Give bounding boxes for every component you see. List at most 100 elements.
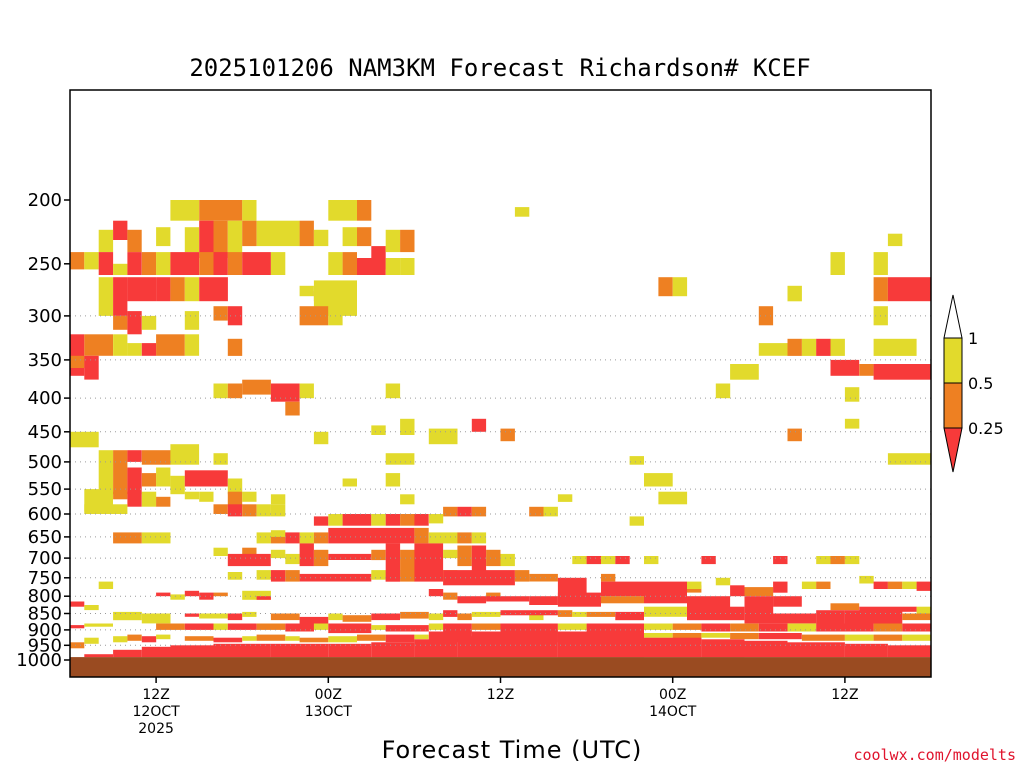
heatmap-cell bbox=[873, 277, 888, 302]
heatmap-cell bbox=[400, 418, 415, 435]
heatmap-cell bbox=[443, 506, 458, 517]
heatmap-cell bbox=[486, 596, 530, 602]
heatmap-cell bbox=[816, 556, 831, 565]
heatmap-cell bbox=[113, 334, 128, 356]
heatmap-cell bbox=[529, 613, 544, 621]
heatmap-cell bbox=[70, 334, 85, 376]
heatmap-cell bbox=[529, 573, 558, 582]
heatmap-cell bbox=[615, 556, 630, 565]
heatmap-cell bbox=[500, 610, 558, 616]
y-tick-label: 650 bbox=[28, 527, 62, 548]
heatmap-cell bbox=[730, 633, 759, 640]
x-tick-label: 12Z bbox=[487, 687, 514, 703]
heatmap-cell bbox=[184, 311, 200, 330]
heatmap-cell bbox=[270, 570, 286, 582]
heatmap-cell bbox=[859, 364, 874, 376]
heatmap-cell bbox=[428, 532, 458, 544]
heatmap-cell bbox=[199, 220, 214, 258]
heatmap-cell bbox=[371, 642, 415, 658]
heatmap-cell bbox=[342, 514, 372, 526]
heatmap-cell bbox=[270, 252, 286, 275]
heatmap-cell bbox=[70, 625, 85, 629]
legend-label-0.5: 0.5 bbox=[968, 374, 993, 393]
heatmap-cell bbox=[902, 623, 931, 632]
heatmap-cell bbox=[227, 220, 243, 258]
x-tick-label: 12Z bbox=[142, 687, 169, 703]
heatmap-cell bbox=[141, 450, 171, 465]
heatmap-cell bbox=[213, 252, 228, 275]
y-tick-label: 750 bbox=[28, 568, 62, 589]
heatmap-cell bbox=[70, 431, 99, 448]
heatmap-cell bbox=[70, 601, 85, 607]
y-tick-label: 700 bbox=[28, 548, 62, 569]
y-tick-label: 350 bbox=[28, 350, 62, 371]
heatmap-cell bbox=[227, 623, 257, 630]
heatmap-cell bbox=[557, 623, 587, 630]
heatmap-cell bbox=[199, 277, 228, 302]
heatmap-cell bbox=[256, 532, 271, 544]
heatmap-cell bbox=[715, 577, 731, 586]
heatmap-cell bbox=[342, 615, 372, 622]
heatmap-cell bbox=[830, 338, 845, 356]
heatmap-cell bbox=[299, 616, 329, 624]
heatmap-cell bbox=[873, 634, 903, 641]
heatmap-cell bbox=[98, 277, 114, 316]
heatmap-cell bbox=[371, 570, 386, 580]
heatmap-cell bbox=[285, 553, 300, 565]
heatmap-cell bbox=[156, 496, 171, 507]
heatmap-cell bbox=[801, 338, 817, 356]
heatmap-cell bbox=[213, 637, 243, 643]
heatmap-cell bbox=[428, 428, 458, 445]
heatmap-cell bbox=[227, 491, 243, 507]
heatmap-cell bbox=[701, 639, 745, 658]
heatmap-cell bbox=[256, 570, 271, 580]
heatmap-cell bbox=[313, 532, 329, 544]
plot-frame bbox=[69, 89, 932, 678]
y-tick-label: 850 bbox=[28, 604, 62, 625]
heatmap-cell bbox=[270, 494, 286, 505]
heatmap-cell bbox=[400, 258, 415, 275]
heatmap-cell bbox=[184, 277, 200, 302]
heatmap-cell bbox=[400, 514, 415, 526]
heatmap-cell bbox=[859, 606, 917, 612]
heatmap-cell bbox=[113, 277, 128, 316]
heatmap-cell bbox=[486, 549, 501, 567]
heatmap-cell bbox=[601, 556, 616, 565]
heatmap-cell bbox=[557, 592, 601, 607]
heatmap-cell bbox=[328, 252, 343, 275]
heatmap-cell bbox=[113, 467, 128, 495]
heatmap-cell bbox=[601, 573, 616, 582]
heatmap-cell bbox=[227, 572, 243, 580]
heatmap-cell bbox=[471, 611, 501, 617]
x-tick-label: 00Z bbox=[659, 687, 686, 703]
heatmap-cell bbox=[113, 532, 142, 544]
legend-label-1: 1 bbox=[968, 329, 978, 348]
heatmap-cell bbox=[773, 556, 788, 565]
credit-text: coolwx.com/modelts bbox=[853, 746, 1016, 764]
heatmap-cell bbox=[428, 589, 444, 597]
heatmap-cell bbox=[84, 252, 99, 270]
y-tick-label: 800 bbox=[28, 586, 62, 607]
heatmap-cell bbox=[213, 383, 228, 399]
heatmap-cell bbox=[84, 605, 99, 611]
heatmap-cell bbox=[199, 491, 214, 502]
y-tick-label: 300 bbox=[28, 306, 62, 327]
heatmap-cell bbox=[385, 570, 401, 582]
y-tick-label: 600 bbox=[28, 504, 62, 525]
heatmap-cells bbox=[70, 200, 931, 658]
heatmap-cell bbox=[299, 383, 314, 399]
heatmap-cell bbox=[701, 556, 716, 565]
heatmap-cell bbox=[156, 277, 171, 302]
heatmap-cell bbox=[443, 623, 472, 634]
heatmap-cell bbox=[414, 634, 429, 640]
heatmap-cell bbox=[644, 606, 687, 617]
heatmap-cell bbox=[313, 549, 329, 567]
ground-surface bbox=[70, 657, 931, 677]
heatmap-cell bbox=[270, 643, 329, 658]
heatmap-cell bbox=[156, 623, 185, 630]
heatmap-cell bbox=[385, 473, 401, 487]
heatmap-cell bbox=[658, 277, 673, 297]
heatmap-cell bbox=[242, 504, 257, 517]
heatmap-cell bbox=[213, 504, 228, 514]
